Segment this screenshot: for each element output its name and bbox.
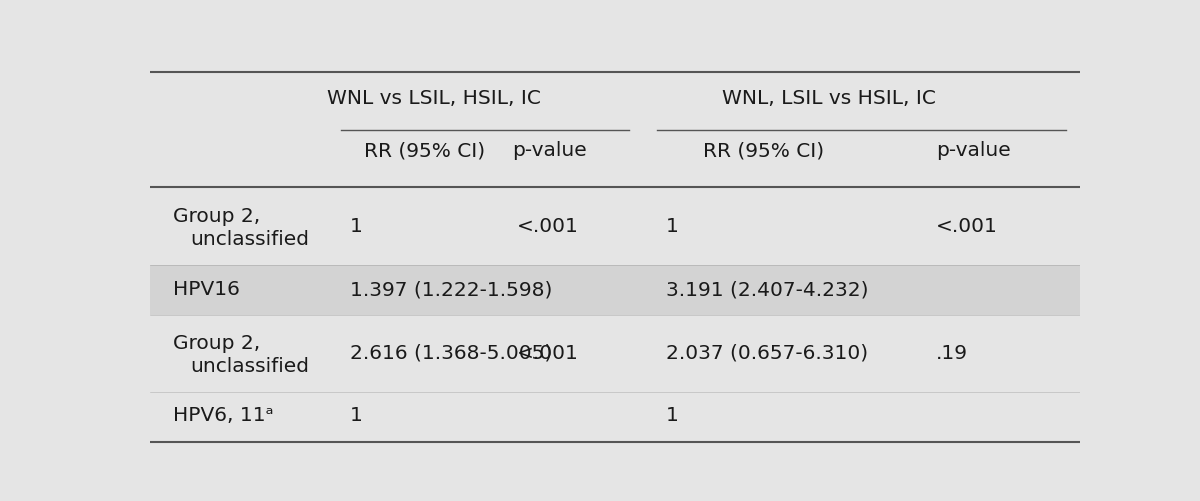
Text: 1.397 (1.222-1.598): 1.397 (1.222-1.598) <box>350 280 552 299</box>
Text: 1: 1 <box>350 216 362 235</box>
Text: WNL vs LSIL, HSIL, IC: WNL vs LSIL, HSIL, IC <box>326 89 540 108</box>
Text: 1: 1 <box>666 405 679 424</box>
Text: 2.037 (0.657-6.310): 2.037 (0.657-6.310) <box>666 344 869 363</box>
Text: 2.616 (1.368-5.005): 2.616 (1.368-5.005) <box>350 344 552 363</box>
Text: .19: .19 <box>936 344 968 363</box>
Text: p-value: p-value <box>936 141 1010 160</box>
Text: unclassified: unclassified <box>190 229 308 248</box>
Text: unclassified: unclassified <box>190 357 308 376</box>
Text: HPV6, 11ᵃ: HPV6, 11ᵃ <box>173 405 274 424</box>
Bar <box>150 265 1080 315</box>
Text: 3.191 (2.407-4.232): 3.191 (2.407-4.232) <box>666 280 869 299</box>
Text: WNL, LSIL vs HSIL, IC: WNL, LSIL vs HSIL, IC <box>722 89 936 108</box>
Text: HPV16: HPV16 <box>173 280 240 299</box>
Text: Group 2,: Group 2, <box>173 207 260 226</box>
Text: 1: 1 <box>350 405 362 424</box>
Text: <.001: <.001 <box>517 216 580 235</box>
Text: RR (95% CI): RR (95% CI) <box>364 141 485 160</box>
Text: <.001: <.001 <box>517 344 580 363</box>
Text: p-value: p-value <box>512 141 587 160</box>
Text: <.001: <.001 <box>936 216 997 235</box>
Text: Group 2,: Group 2, <box>173 334 260 353</box>
Text: RR (95% CI): RR (95% CI) <box>703 141 824 160</box>
Text: 1: 1 <box>666 216 679 235</box>
